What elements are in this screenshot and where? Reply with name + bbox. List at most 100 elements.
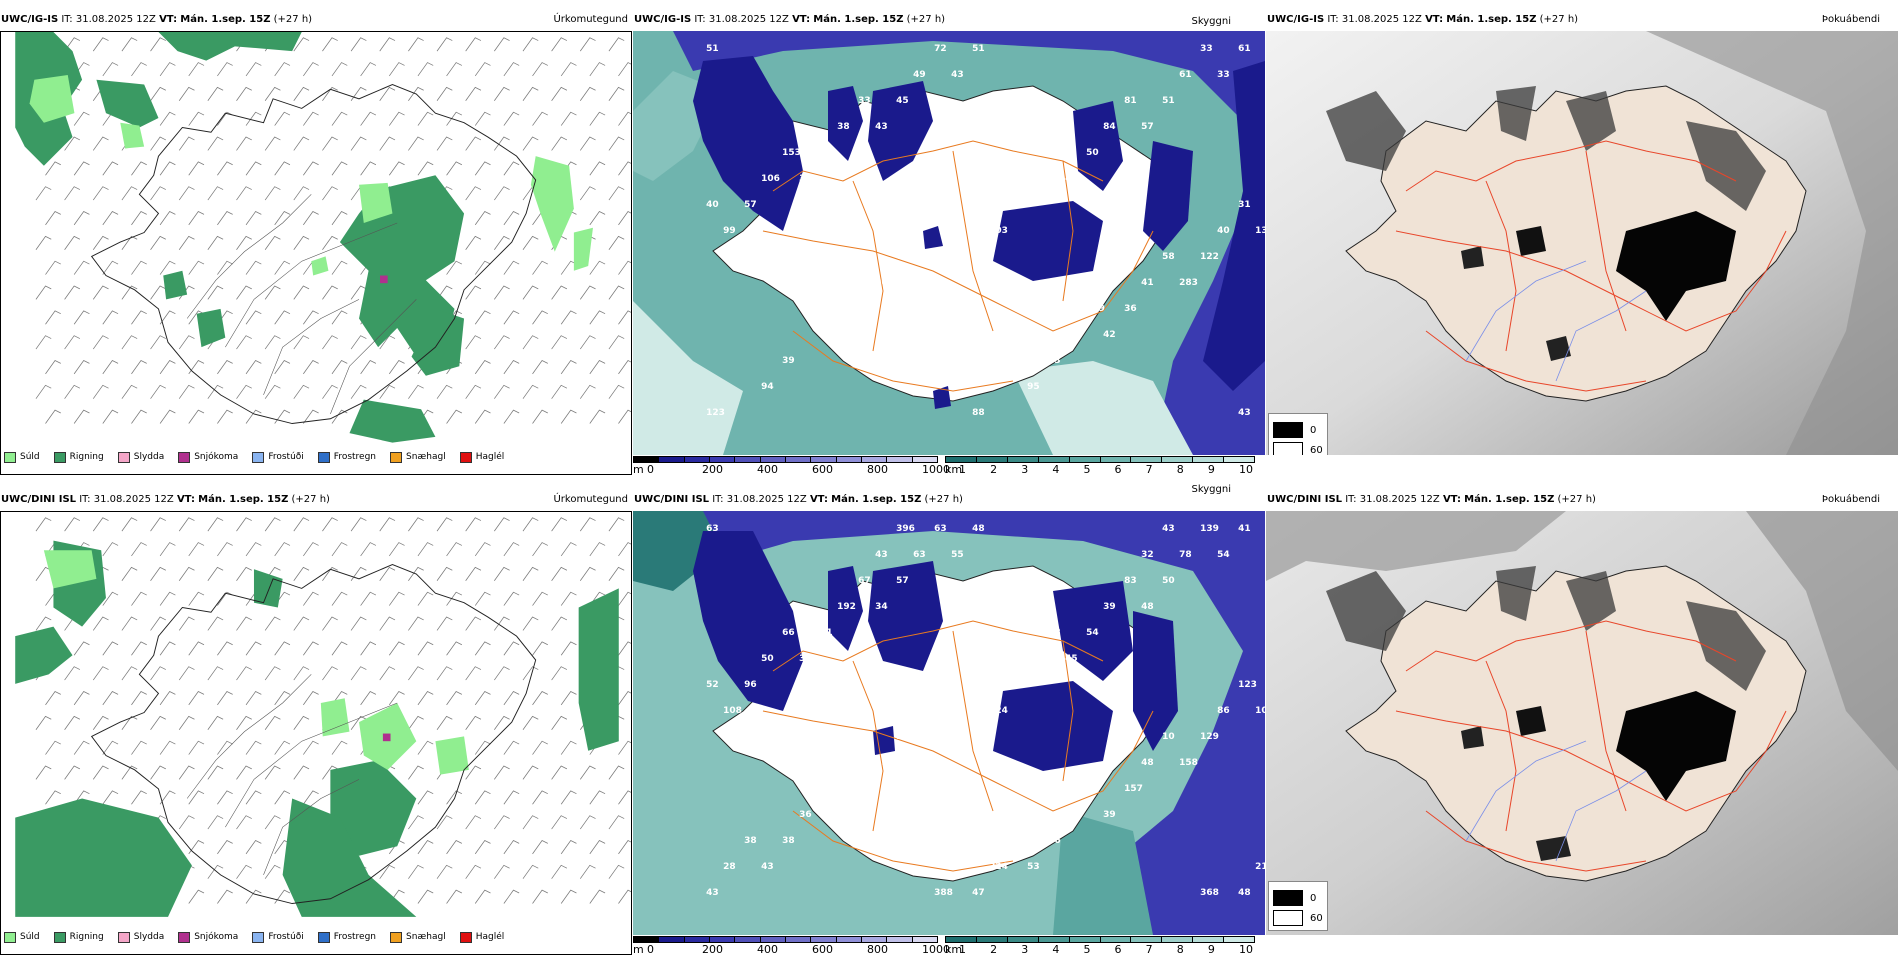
wind-barb [64, 517, 81, 532]
wind-barb [303, 111, 319, 126]
wind-barb [35, 384, 52, 399]
wind-barb [236, 864, 252, 879]
visibility-value: 396 [896, 524, 915, 534]
wind-barb [474, 591, 491, 606]
wind-barb [360, 111, 377, 126]
legend-item: Frostregn [317, 931, 376, 943]
wind-barb [408, 815, 424, 830]
roads [1395, 140, 1787, 392]
fog-map[interactable]: 0 60 [1266, 511, 1898, 935]
wind-barb [618, 111, 631, 126]
wind-barb [408, 517, 424, 532]
wind-barb [207, 384, 224, 399]
wind-barb [131, 641, 147, 656]
precip-panel-top: UWC/IG-IS IT: 31.08.2025 12Z VT: Mán. 1.… [0, 10, 632, 475]
wind-barb [92, 136, 109, 151]
wind-barb [503, 840, 520, 855]
wind-barb [579, 37, 596, 52]
visibility-value: 55 [951, 550, 964, 560]
visibility-map[interactable]: 51 51 61 43 33 45 51 43 57 39 50 37 42 57 88 99 103 136 14… [633, 31, 1265, 455]
fog-map-svg [1266, 31, 1898, 455]
wind-barb [322, 86, 338, 101]
visibility-value: 51 [706, 44, 719, 54]
wind-barb [322, 666, 338, 681]
wind-barb [264, 666, 281, 681]
wind-barb [446, 409, 463, 424]
visibility-map[interactable]: 6348415554575034484154354596108108124108… [633, 511, 1265, 935]
wind-barb [408, 37, 424, 52]
wind-barb [589, 62, 606, 77]
wind-barb [64, 765, 81, 780]
wind-barb [579, 765, 596, 780]
visibility-value: 123 [1238, 680, 1257, 690]
wind-barb [474, 111, 491, 126]
wind-barb [522, 136, 539, 151]
wind-barb [436, 616, 453, 631]
wind-barb [264, 815, 281, 830]
visibility-value: 63 [706, 524, 719, 534]
precip-map[interactable] [0, 31, 632, 475]
wind-barb [159, 211, 176, 226]
wind-barb [436, 566, 453, 581]
wind-barb [503, 62, 520, 77]
wind-barb [245, 360, 262, 375]
visibility-value: 33 [1217, 70, 1230, 80]
wind-barb [322, 765, 338, 780]
legend-swatch-white [1273, 442, 1303, 455]
wind-barb [551, 616, 568, 631]
legend-swatch [390, 931, 403, 943]
wind-barb [589, 409, 606, 424]
visibility-value: 41 [820, 628, 833, 638]
precip-map[interactable] [0, 511, 632, 955]
legend-item: Súld [4, 931, 40, 943]
wind-barb [188, 409, 205, 424]
wind-barb [245, 840, 262, 855]
wind-barb [618, 360, 631, 375]
wind-barb [274, 641, 291, 656]
legend-swatch [117, 451, 130, 463]
precip-map-svg [15, 32, 631, 443]
wind-barb [236, 715, 252, 730]
wind-barb [503, 542, 520, 557]
wind-barb [560, 62, 577, 77]
wind-barb [436, 815, 453, 830]
wind-barb [178, 517, 195, 532]
wind-barb [131, 161, 147, 176]
wind-barb [303, 161, 319, 176]
visibility-value: 38 [1086, 784, 1099, 794]
legend-swatch [317, 451, 330, 463]
wind-barb [436, 666, 453, 681]
visibility-value: 122 [1200, 252, 1219, 262]
wind-barb [150, 666, 166, 681]
panel-type-label: Þokuábendi [1821, 494, 1880, 505]
wind-barb [436, 136, 453, 151]
wind-barb [331, 211, 348, 226]
wind-barb [121, 715, 138, 730]
wind-barb [217, 211, 233, 226]
iceland-outline [90, 564, 537, 905]
wind-barb [503, 641, 520, 656]
wind-barb [494, 715, 510, 730]
legend-item: Frostregn [317, 451, 376, 463]
fog-map[interactable]: 0 60 [1266, 31, 1898, 455]
wind-barb [331, 591, 348, 606]
wind-barb [494, 666, 510, 681]
wind-barb [64, 235, 81, 250]
wind-barb [494, 136, 510, 151]
wind-barb [293, 86, 310, 101]
visibility-value: 88 [1010, 200, 1023, 210]
wind-barb [322, 384, 338, 399]
visibility-value: 153 [782, 148, 801, 158]
wind-barb [532, 889, 548, 904]
visibility-value: 47 [972, 888, 985, 898]
visibility-value: 99 [723, 226, 736, 236]
wind-barb [560, 542, 577, 557]
wind-barb [188, 840, 205, 855]
legend-swatch [4, 931, 16, 943]
wind-barb [245, 542, 262, 557]
visibility-map-svg: 51 51 61 43 33 45 51 43 57 39 50 37 42 57 88 99 103 136 14… [633, 31, 1265, 455]
visibility-value: 36 [799, 810, 812, 820]
wind-barb [293, 715, 310, 730]
wind-barb [350, 715, 367, 730]
wind-barb [322, 37, 338, 52]
